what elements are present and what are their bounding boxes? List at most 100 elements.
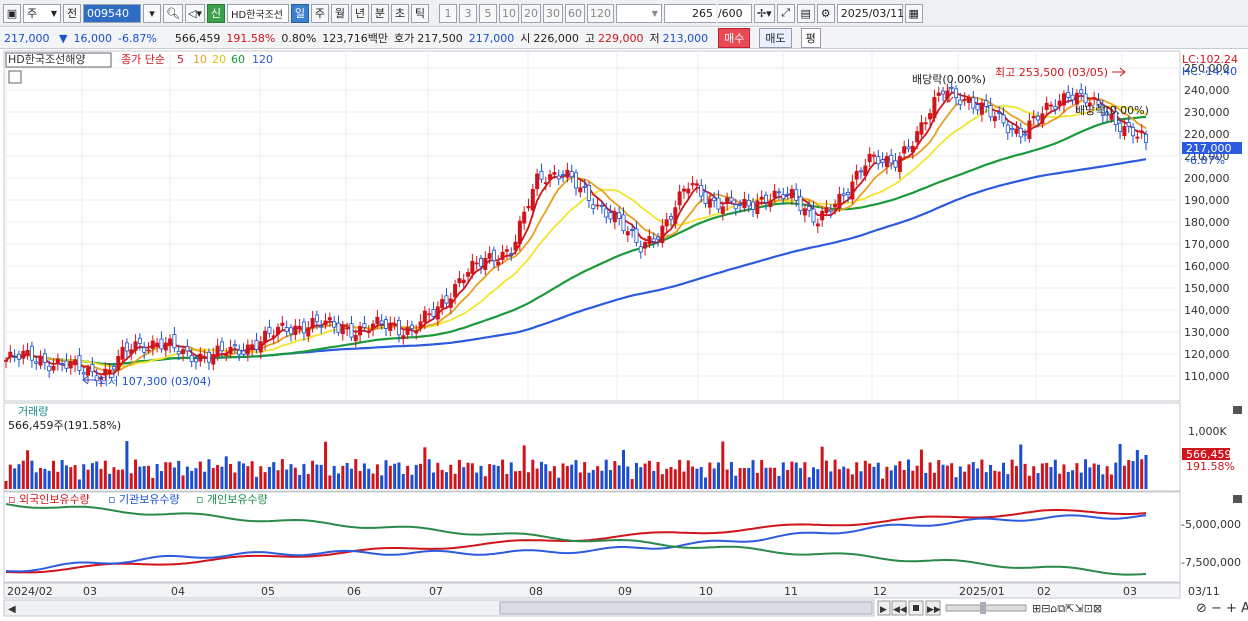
chart-area[interactable]: 250,000240,000230,000220,000210,000200,0… — [0, 49, 1248, 621]
volume-bar — [997, 471, 1001, 489]
chart-tools-icons[interactable]: ⊞⊟⌂⧉⇱⇲⊡⊠ — [1032, 602, 1102, 615]
volume-bar — [159, 471, 163, 489]
interval-dropdown[interactable]: ▼ — [615, 3, 662, 23]
candle-body — [1096, 100, 1101, 105]
candle-body — [51, 365, 56, 371]
candle-body — [725, 197, 730, 204]
interval-30[interactable]: 30 — [542, 3, 563, 23]
candle-body — [958, 99, 963, 106]
candle-body — [383, 319, 388, 329]
gear-icon[interactable]: ⚙ — [816, 3, 835, 23]
mode-select[interactable]: 주 ▼ — [23, 3, 61, 23]
code-dropdown-icon[interactable]: ▾ — [143, 3, 161, 23]
candle-body — [29, 345, 34, 361]
candle-body — [582, 185, 587, 188]
candle-body — [435, 306, 440, 320]
candle-body — [992, 116, 997, 122]
holdings-close-icon[interactable] — [1233, 495, 1242, 503]
volume-bar — [47, 470, 51, 489]
y-tick-label: 170,000 — [1184, 238, 1230, 251]
period-second[interactable]: 초 — [390, 3, 409, 23]
zoom-slider-thumb[interactable] — [980, 602, 986, 614]
volume-bar — [401, 473, 405, 489]
volume-bar — [488, 464, 492, 489]
candle-body — [276, 326, 281, 335]
sell-button[interactable]: 매도 — [759, 28, 792, 48]
interval-20[interactable]: 20 — [520, 3, 541, 23]
count-input[interactable]: 265 — [663, 3, 716, 23]
candle-body — [487, 253, 492, 259]
period-year[interactable]: 년 — [350, 3, 369, 23]
candle-body — [1044, 102, 1049, 110]
volume-bar — [656, 461, 660, 489]
interval-120[interactable]: 120 — [586, 3, 614, 23]
zoom-controls[interactable]: ⊘ − + A — [1196, 601, 1248, 616]
volume-close-icon[interactable] — [1233, 406, 1242, 414]
candle-body — [565, 169, 570, 178]
credit-badge[interactable]: 신 — [206, 3, 225, 23]
grid-toggle-icon[interactable] — [8, 70, 22, 84]
volume-bar — [164, 462, 168, 489]
interval-60[interactable]: 60 — [564, 3, 585, 23]
candle-body — [168, 338, 173, 346]
scroll-controls: ▶ ◀◀ ▶▶ ⊞⊟⌂⧉⇱⇲⊡⊠ ⊘ − + A — [877, 600, 1248, 616]
candle-body — [828, 209, 833, 212]
candle-body — [64, 360, 69, 369]
volume-bar — [483, 476, 487, 489]
interval-5[interactable]: 5 — [478, 3, 497, 23]
volume-bar — [1101, 474, 1105, 489]
crosshair-icon[interactable]: ✢▾ — [753, 3, 775, 23]
date-input[interactable]: 2025/03/11 — [836, 3, 904, 23]
volume-bar — [211, 468, 215, 489]
candle-body — [129, 349, 134, 355]
candle-body — [405, 327, 410, 335]
candle-body — [301, 321, 306, 334]
volume-bar — [470, 463, 474, 489]
candle-body — [833, 203, 838, 208]
calendar-icon[interactable]: ▦ — [904, 3, 923, 23]
volume-bar — [747, 467, 751, 489]
candle-body — [1061, 93, 1066, 106]
volume-bar — [552, 466, 556, 489]
volume-tick: 1,000K — [1188, 425, 1227, 438]
bid-price: 217,000 — [468, 31, 515, 45]
y-tick-label: 250,000 — [1184, 62, 1230, 75]
stock-code-input[interactable]: 009540 — [83, 3, 141, 23]
volume-bar — [345, 462, 349, 489]
volume-bar — [410, 474, 414, 489]
interval-3[interactable]: 3 — [458, 3, 477, 23]
scrollbar-thumb[interactable] — [499, 601, 873, 615]
candle-body — [228, 346, 233, 354]
period-day[interactable]: 일 — [290, 3, 309, 23]
period-week[interactable]: 주 — [310, 3, 329, 23]
rewind-icon[interactable] — [891, 600, 907, 616]
period-month[interactable]: 월 — [330, 3, 349, 23]
x-axis-label: 04 — [171, 585, 185, 598]
period-tick[interactable]: 틱 — [410, 3, 429, 23]
volume-bar — [17, 464, 21, 489]
candle-body — [772, 190, 777, 198]
interval-1[interactable]: 1 — [438, 3, 457, 23]
volume-bar — [224, 456, 228, 489]
eval-button[interactable]: 평 — [800, 28, 821, 48]
candle-body — [561, 174, 566, 176]
volume-bar — [1131, 461, 1135, 489]
volume-bar — [807, 477, 811, 489]
period-minute[interactable]: 분 — [370, 3, 389, 23]
dividend-annotation-1: 배당락(0.00%) — [912, 73, 986, 86]
trendline-icon[interactable]: ⤢ — [776, 3, 795, 23]
price-change: 16,000 — [73, 31, 112, 45]
scroll-right-icon[interactable] — [877, 600, 891, 616]
forward-icon[interactable] — [925, 600, 941, 616]
buy-button[interactable]: 매수 — [718, 28, 751, 48]
volume-bar — [315, 464, 319, 489]
prev-label[interactable]: 전 — [63, 3, 81, 23]
save-icon[interactable]: ▤ — [796, 3, 815, 23]
speaker-icon[interactable]: ◁▾ — [184, 3, 205, 23]
scroll-left-icon[interactable]: ◀ — [8, 604, 16, 615]
interval-10[interactable]: 10 — [498, 3, 519, 23]
volume-bar — [393, 463, 397, 489]
volume-bar — [440, 469, 444, 489]
chart-window-icon[interactable]: ▣ — [3, 3, 21, 23]
search-icon[interactable]: 🔍︎ — [163, 3, 183, 23]
